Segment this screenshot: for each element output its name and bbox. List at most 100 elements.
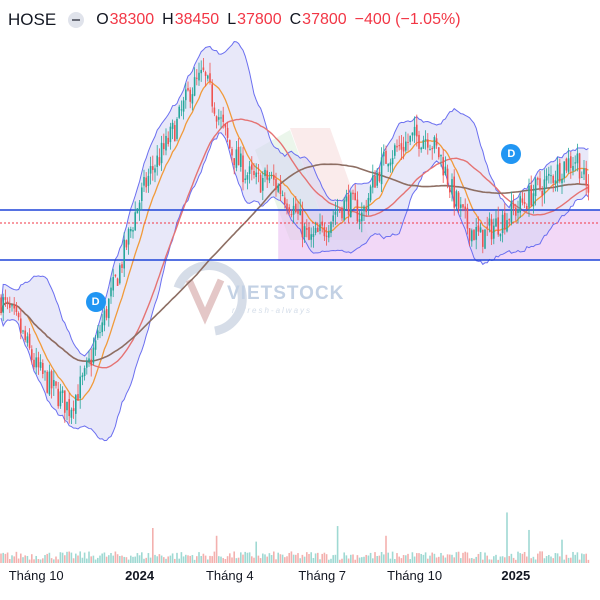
- volume-bar: [17, 558, 20, 563]
- candle-body: [180, 109, 183, 111]
- volume-bar: [226, 556, 229, 563]
- volume-bar: [462, 552, 464, 563]
- volume-bar: [367, 555, 370, 563]
- candle-body: [26, 336, 29, 343]
- candle-body: [466, 207, 469, 229]
- dividend-marker[interactable]: D: [85, 292, 106, 312]
- ohlc-legend: HOSE O 38300 H 38450 L 37800 C 37800 −400 (−…: [8, 8, 469, 32]
- volume-bar: [246, 552, 249, 563]
- candle-body: [297, 210, 299, 214]
- candle-body: [380, 157, 383, 185]
- volume-bar: [119, 555, 121, 563]
- candle-body: [255, 172, 257, 178]
- candle-body: [114, 274, 117, 277]
- candle-body: [53, 380, 55, 387]
- volume-bar: [552, 558, 554, 563]
- candle-body: [310, 234, 312, 240]
- candle-body: [299, 209, 301, 216]
- collapse-legend-button[interactable]: [68, 12, 85, 28]
- candlesticks: [0, 58, 590, 424]
- candle-body: [420, 147, 422, 150]
- candle-body: [537, 177, 539, 180]
- candle-body: [486, 226, 488, 228]
- candle-body: [365, 207, 367, 213]
- volume-bar: [554, 553, 557, 563]
- candle-body: [308, 227, 310, 240]
- volume-bar: [431, 552, 433, 563]
- candle-body: [471, 230, 473, 242]
- candle-body: [473, 230, 475, 241]
- volume-bar: [99, 555, 101, 563]
- volume-bar: [297, 553, 299, 563]
- candle-body: [521, 198, 524, 203]
- volume-bar: [339, 559, 341, 563]
- candle-body: [171, 122, 174, 129]
- candle-body: [330, 222, 332, 234]
- volume-bars: [0, 512, 590, 563]
- volume-bar: [532, 556, 535, 563]
- candle-body: [453, 176, 455, 208]
- volume-bar: [477, 553, 480, 563]
- volume-bar: [270, 555, 273, 563]
- candle-body: [22, 330, 24, 332]
- candle-body: [372, 175, 374, 188]
- candle-body: [339, 208, 341, 210]
- volume-bar: [515, 559, 517, 563]
- volume-bar: [209, 555, 211, 563]
- candle-body: [512, 204, 515, 209]
- volume-bar: [314, 553, 317, 563]
- candle-body: [207, 75, 209, 79]
- candle-body: [11, 305, 13, 307]
- volume-bar: [176, 552, 178, 563]
- candle-body: [158, 157, 161, 165]
- candle-body: [86, 361, 88, 368]
- candle-body: [374, 175, 376, 188]
- volume-bar: [398, 556, 400, 563]
- volume-bar: [394, 559, 396, 563]
- volume-bar: [497, 559, 499, 563]
- candle-body: [90, 359, 92, 366]
- volume-bar: [147, 553, 150, 563]
- volume-bar: [574, 554, 576, 563]
- volume-bar: [211, 556, 213, 563]
- candle-body: [237, 146, 240, 166]
- candle-body: [284, 197, 286, 205]
- volume-bar: [352, 554, 354, 563]
- candle-body: [149, 166, 152, 174]
- candle-body: [222, 114, 224, 122]
- candle-body: [103, 310, 106, 326]
- candle-body: [345, 196, 348, 202]
- volume-bar: [356, 555, 359, 563]
- volume-bar: [550, 556, 552, 563]
- volume-bar: [61, 552, 64, 563]
- candle-body: [341, 207, 343, 219]
- candle-body: [534, 178, 537, 197]
- candle-body: [543, 179, 546, 195]
- volume-bar: [385, 535, 387, 563]
- volume-bar: [301, 554, 304, 563]
- volume-bar: [424, 552, 427, 563]
- candle-body: [387, 163, 389, 167]
- candle-body: [519, 196, 521, 213]
- volume-bar: [24, 555, 26, 563]
- candle-body: [28, 333, 31, 348]
- candle-body: [347, 194, 350, 215]
- volume-bar: [110, 553, 112, 563]
- dividend-marker[interactable]: D: [501, 144, 522, 164]
- volume-bar: [171, 553, 174, 563]
- candle-body: [394, 145, 396, 156]
- volume-bar: [35, 555, 37, 563]
- candle-body: [116, 278, 119, 286]
- candle-body: [48, 371, 51, 395]
- candle-body: [17, 313, 20, 318]
- volume-bar: [244, 551, 246, 563]
- volume-bar: [473, 558, 475, 563]
- volume-bar: [53, 559, 55, 563]
- candle-body: [295, 203, 297, 213]
- volume-bar: [46, 553, 48, 563]
- candle-body: [70, 409, 73, 418]
- volume-bar: [235, 558, 238, 563]
- candle-body: [0, 297, 2, 313]
- candle-body: [325, 235, 328, 237]
